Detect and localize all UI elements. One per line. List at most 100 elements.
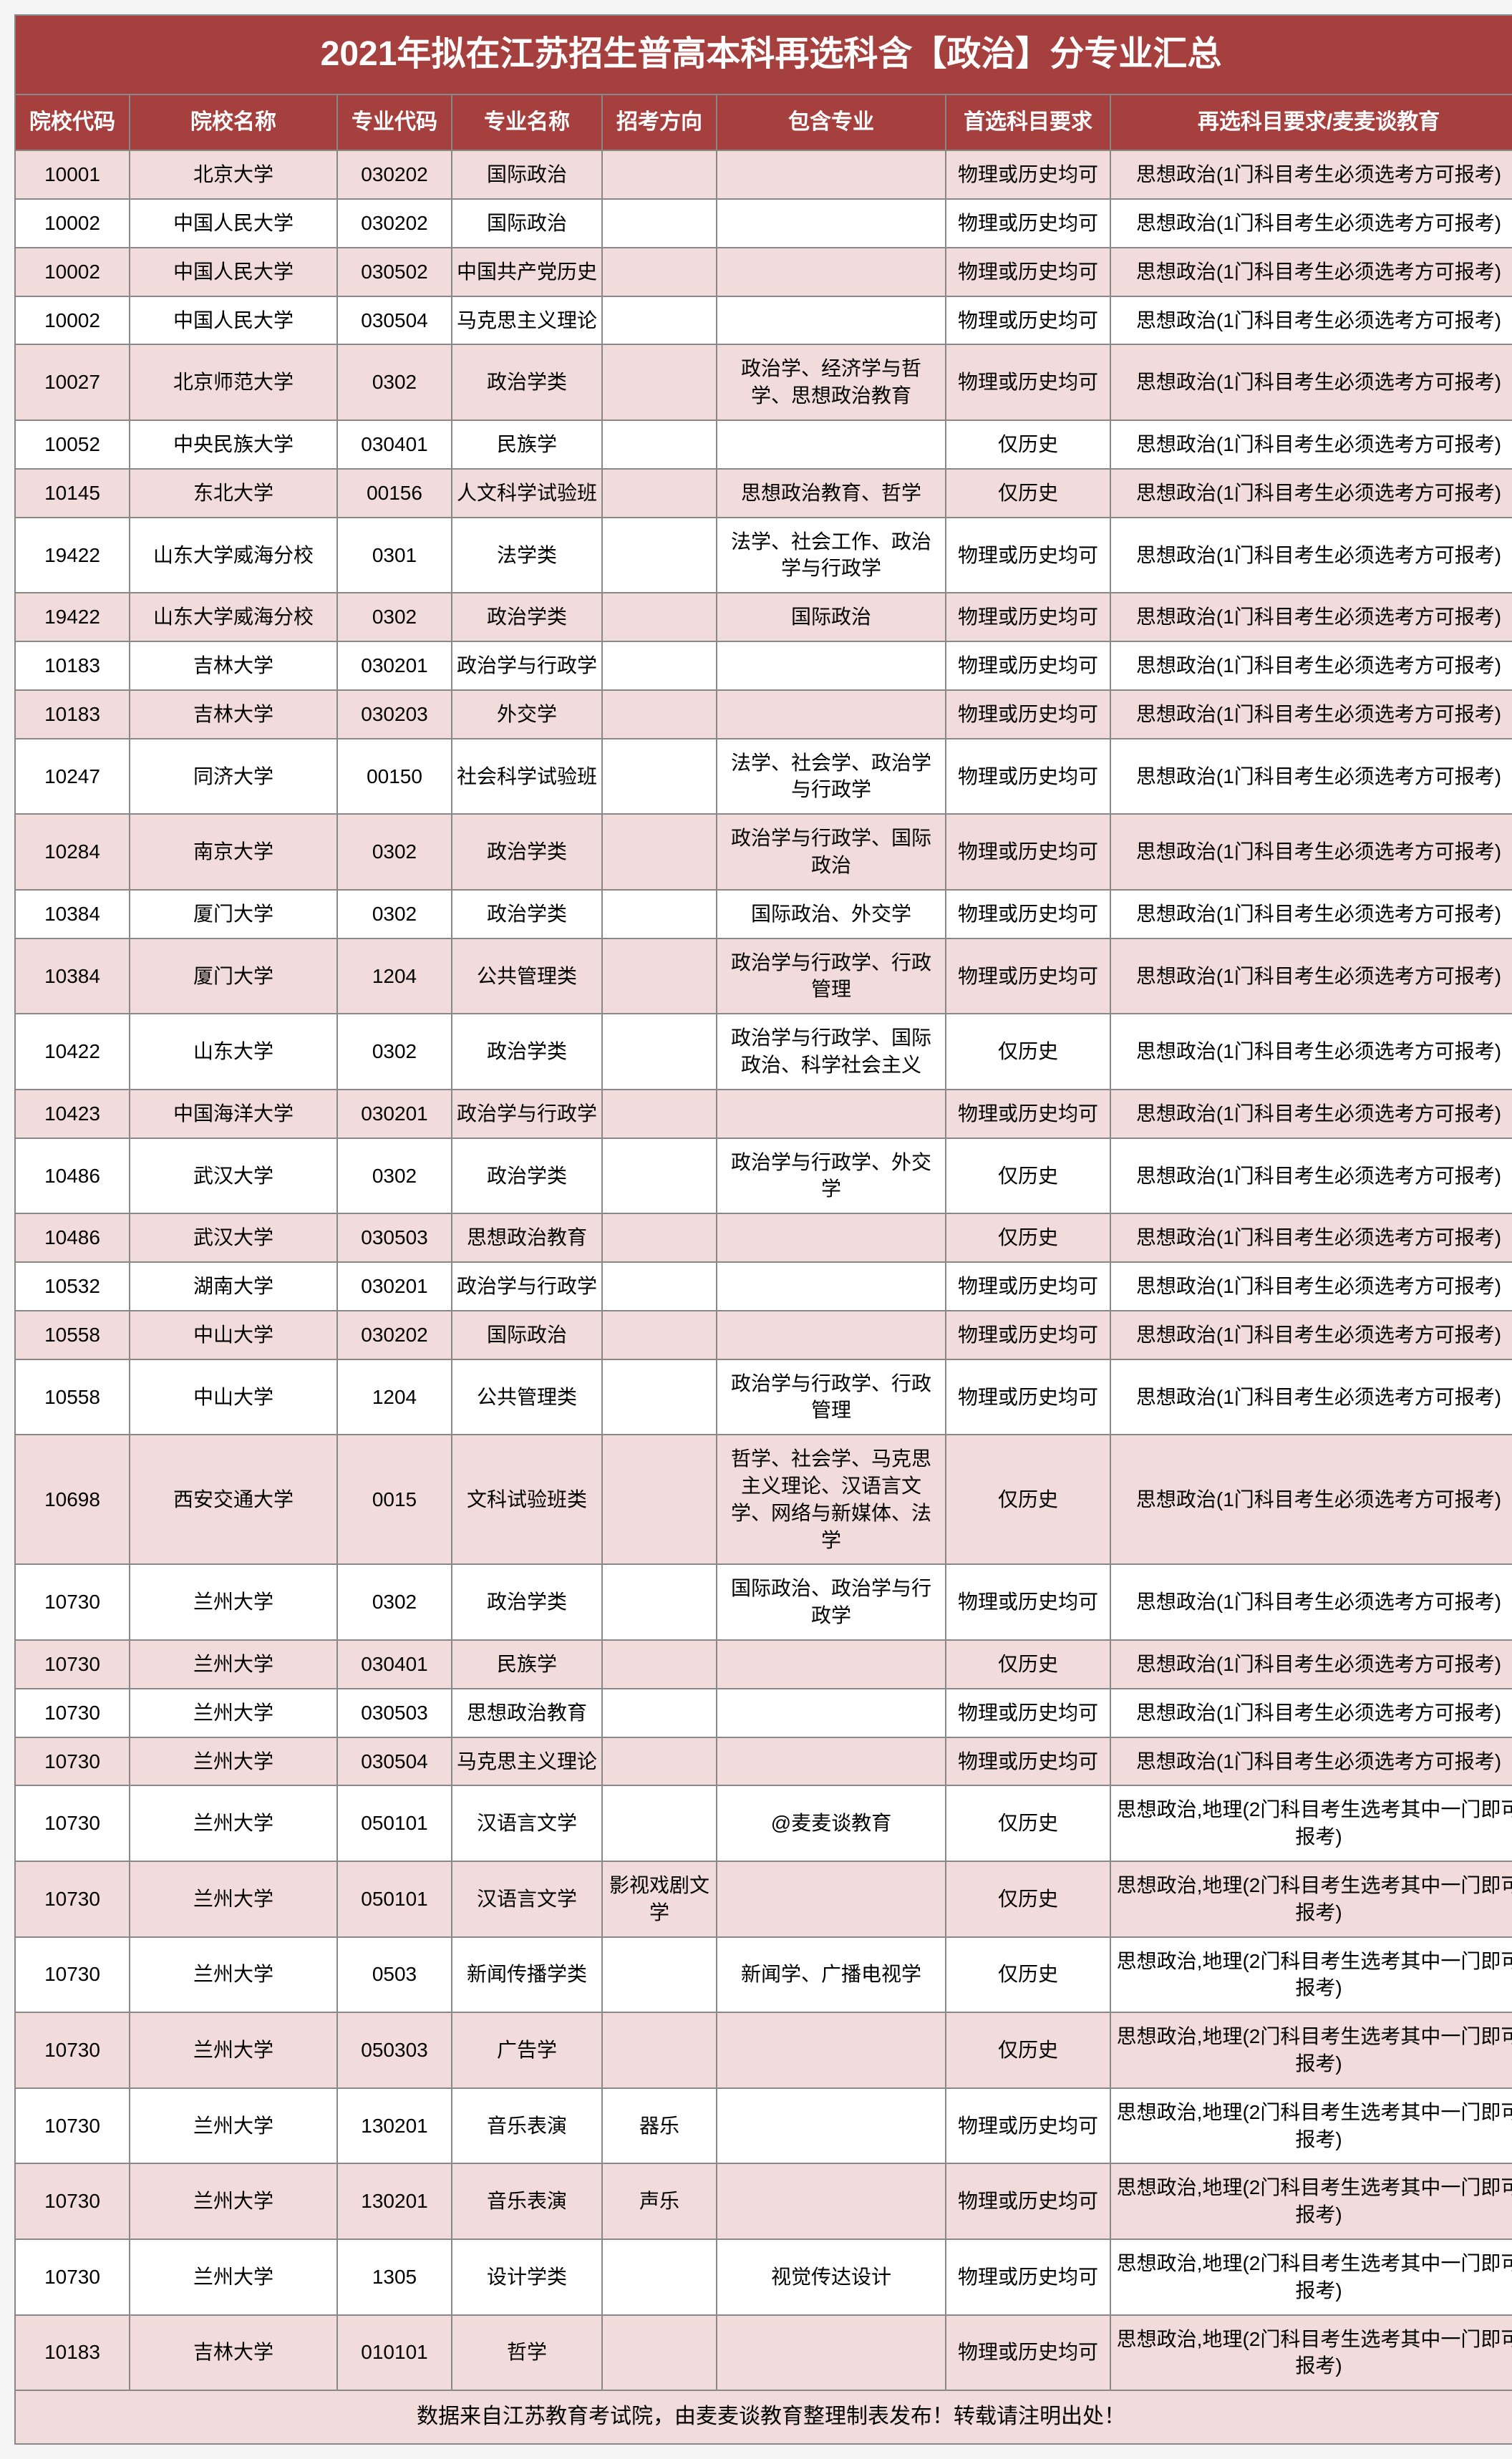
cell: 10730 bbox=[15, 2088, 130, 2164]
cell: 国际政治 bbox=[452, 150, 602, 199]
table-row: 10730兰州大学130201音乐表演声乐物理或历史均可思想政治,地理(2门科目… bbox=[15, 2163, 1512, 2239]
cell: 哲学 bbox=[452, 2315, 602, 2391]
cell: 物理或历史均可 bbox=[946, 593, 1110, 641]
cell: 仅历史 bbox=[946, 1861, 1110, 1937]
cell: 10002 bbox=[15, 296, 130, 345]
cell bbox=[602, 641, 717, 690]
cell: 民族学 bbox=[452, 1640, 602, 1689]
cell: 政治学类 bbox=[452, 1138, 602, 1214]
cell: 人文科学试验班 bbox=[452, 469, 602, 518]
cell: 0302 bbox=[337, 1564, 452, 1640]
cell: 030201 bbox=[337, 1262, 452, 1311]
cell: 兰州大学 bbox=[130, 1737, 337, 1786]
cell bbox=[602, 1359, 717, 1435]
cell: 汉语言文学 bbox=[452, 1861, 602, 1937]
cell: 思想政治(1门科目考生必须选考方可报考) bbox=[1110, 420, 1512, 469]
cell: 思想政治(1门科目考生必须选考方可报考) bbox=[1110, 1689, 1512, 1737]
cell: 10052 bbox=[15, 420, 130, 469]
cell bbox=[717, 2163, 946, 2239]
cell bbox=[602, 248, 717, 296]
cell bbox=[602, 1090, 717, 1138]
table-row: 10486武汉大学030503思想政治教育仅历史思想政治(1门科目考生必须选考方… bbox=[15, 1213, 1512, 1262]
cell bbox=[602, 690, 717, 739]
cell: 物理或历史均可 bbox=[946, 814, 1110, 890]
cell: 00156 bbox=[337, 469, 452, 518]
cell: 10730 bbox=[15, 1640, 130, 1689]
cell: 兰州大学 bbox=[130, 1689, 337, 1737]
cell: 法学、社会工作、政治学与行政学 bbox=[717, 518, 946, 593]
table-row: 10558中山大学030202国际政治物理或历史均可思想政治(1门科目考生必须选… bbox=[15, 1311, 1512, 1359]
cell bbox=[717, 690, 946, 739]
cell: 声乐 bbox=[602, 2163, 717, 2239]
cell: 北京大学 bbox=[130, 150, 337, 199]
cell: 物理或历史均可 bbox=[946, 1262, 1110, 1311]
cell: 政治学与行政学、外交学 bbox=[717, 1138, 946, 1214]
cell: 器乐 bbox=[602, 2088, 717, 2164]
cell: 政治学与行政学 bbox=[452, 1090, 602, 1138]
cell bbox=[602, 1311, 717, 1359]
cell bbox=[717, 1737, 946, 1786]
table-row: 10730兰州大学050101汉语言文学@麦麦谈教育仅历史思想政治,地理(2门科… bbox=[15, 1785, 1512, 1861]
cell: 南京大学 bbox=[130, 814, 337, 890]
cell: 文科试验班类 bbox=[452, 1435, 602, 1564]
cell: 山东大学 bbox=[130, 1014, 337, 1090]
cell: 10423 bbox=[15, 1090, 130, 1138]
cell: 0302 bbox=[337, 890, 452, 939]
cell: 物理或历史均可 bbox=[946, 2315, 1110, 2391]
cell: 030503 bbox=[337, 1213, 452, 1262]
cell: 兰州大学 bbox=[130, 1785, 337, 1861]
table-row: 19422山东大学威海分校0302政治学类国际政治物理或历史均可思想政治(1门科… bbox=[15, 593, 1512, 641]
cell bbox=[602, 518, 717, 593]
cell: 音乐表演 bbox=[452, 2088, 602, 2164]
cell: 仅历史 bbox=[946, 420, 1110, 469]
cell: 10730 bbox=[15, 1937, 130, 2013]
cell: 影视戏剧文学 bbox=[602, 1861, 717, 1937]
cell bbox=[717, 2088, 946, 2164]
cell: 0302 bbox=[337, 1138, 452, 1214]
cell: 思想政治,地理(2门科目考生选考其中一门即可报考) bbox=[1110, 1937, 1512, 2013]
cell: 仅历史 bbox=[946, 1138, 1110, 1214]
cell bbox=[602, 2012, 717, 2088]
cell: 湖南大学 bbox=[130, 1262, 337, 1311]
cell bbox=[602, 1262, 717, 1311]
cell: 10558 bbox=[15, 1311, 130, 1359]
cell: 030201 bbox=[337, 1090, 452, 1138]
cell: 10001 bbox=[15, 150, 130, 199]
cell: @麦麦谈教育 bbox=[717, 1785, 946, 1861]
table-row: 10247同济大学00150社会科学试验班法学、社会学、政治学与行政学物理或历史… bbox=[15, 739, 1512, 815]
cell: 思想政治(1门科目考生必须选考方可报考) bbox=[1110, 518, 1512, 593]
cell bbox=[602, 344, 717, 420]
cell: 政治学与行政学、国际政治、科学社会主义 bbox=[717, 1014, 946, 1090]
cell: 兰州大学 bbox=[130, 1564, 337, 1640]
cell: 物理或历史均可 bbox=[946, 296, 1110, 345]
cell bbox=[602, 1785, 717, 1861]
cell: 思想政治(1门科目考生必须选考方可报考) bbox=[1110, 1311, 1512, 1359]
cell: 10183 bbox=[15, 2315, 130, 2391]
cell: 物理或历史均可 bbox=[946, 1359, 1110, 1435]
cell: 广告学 bbox=[452, 2012, 602, 2088]
cell bbox=[602, 1138, 717, 1214]
cell: 00150 bbox=[337, 739, 452, 815]
table-row: 10730兰州大学130201音乐表演器乐物理或历史均可思想政治,地理(2门科目… bbox=[15, 2088, 1512, 2164]
cell: 10486 bbox=[15, 1213, 130, 1262]
cell: 政治学与行政学 bbox=[452, 1262, 602, 1311]
cell: 兰州大学 bbox=[130, 1937, 337, 2013]
cell: 物理或历史均可 bbox=[946, 1090, 1110, 1138]
cell: 10002 bbox=[15, 199, 130, 248]
cell bbox=[602, 1937, 717, 2013]
cell: 物理或历史均可 bbox=[946, 199, 1110, 248]
cell: 030201 bbox=[337, 641, 452, 690]
cell bbox=[717, 1640, 946, 1689]
cell: 马克思主义理论 bbox=[452, 296, 602, 345]
cell: 030401 bbox=[337, 420, 452, 469]
cell bbox=[717, 2315, 946, 2391]
table-row: 10002中国人民大学030504马克思主义理论物理或历史均可思想政治(1门科目… bbox=[15, 296, 1512, 345]
cell: 思想政治(1门科目考生必须选考方可报考) bbox=[1110, 1359, 1512, 1435]
cell: 030502 bbox=[337, 248, 452, 296]
cell: 10384 bbox=[15, 939, 130, 1014]
cell: 山东大学威海分校 bbox=[130, 593, 337, 641]
cell: 兰州大学 bbox=[130, 2163, 337, 2239]
cell bbox=[602, 1737, 717, 1786]
table-row: 10558中山大学1204公共管理类政治学与行政学、行政管理物理或历史均可思想政… bbox=[15, 1359, 1512, 1435]
cell bbox=[717, 1213, 946, 1262]
